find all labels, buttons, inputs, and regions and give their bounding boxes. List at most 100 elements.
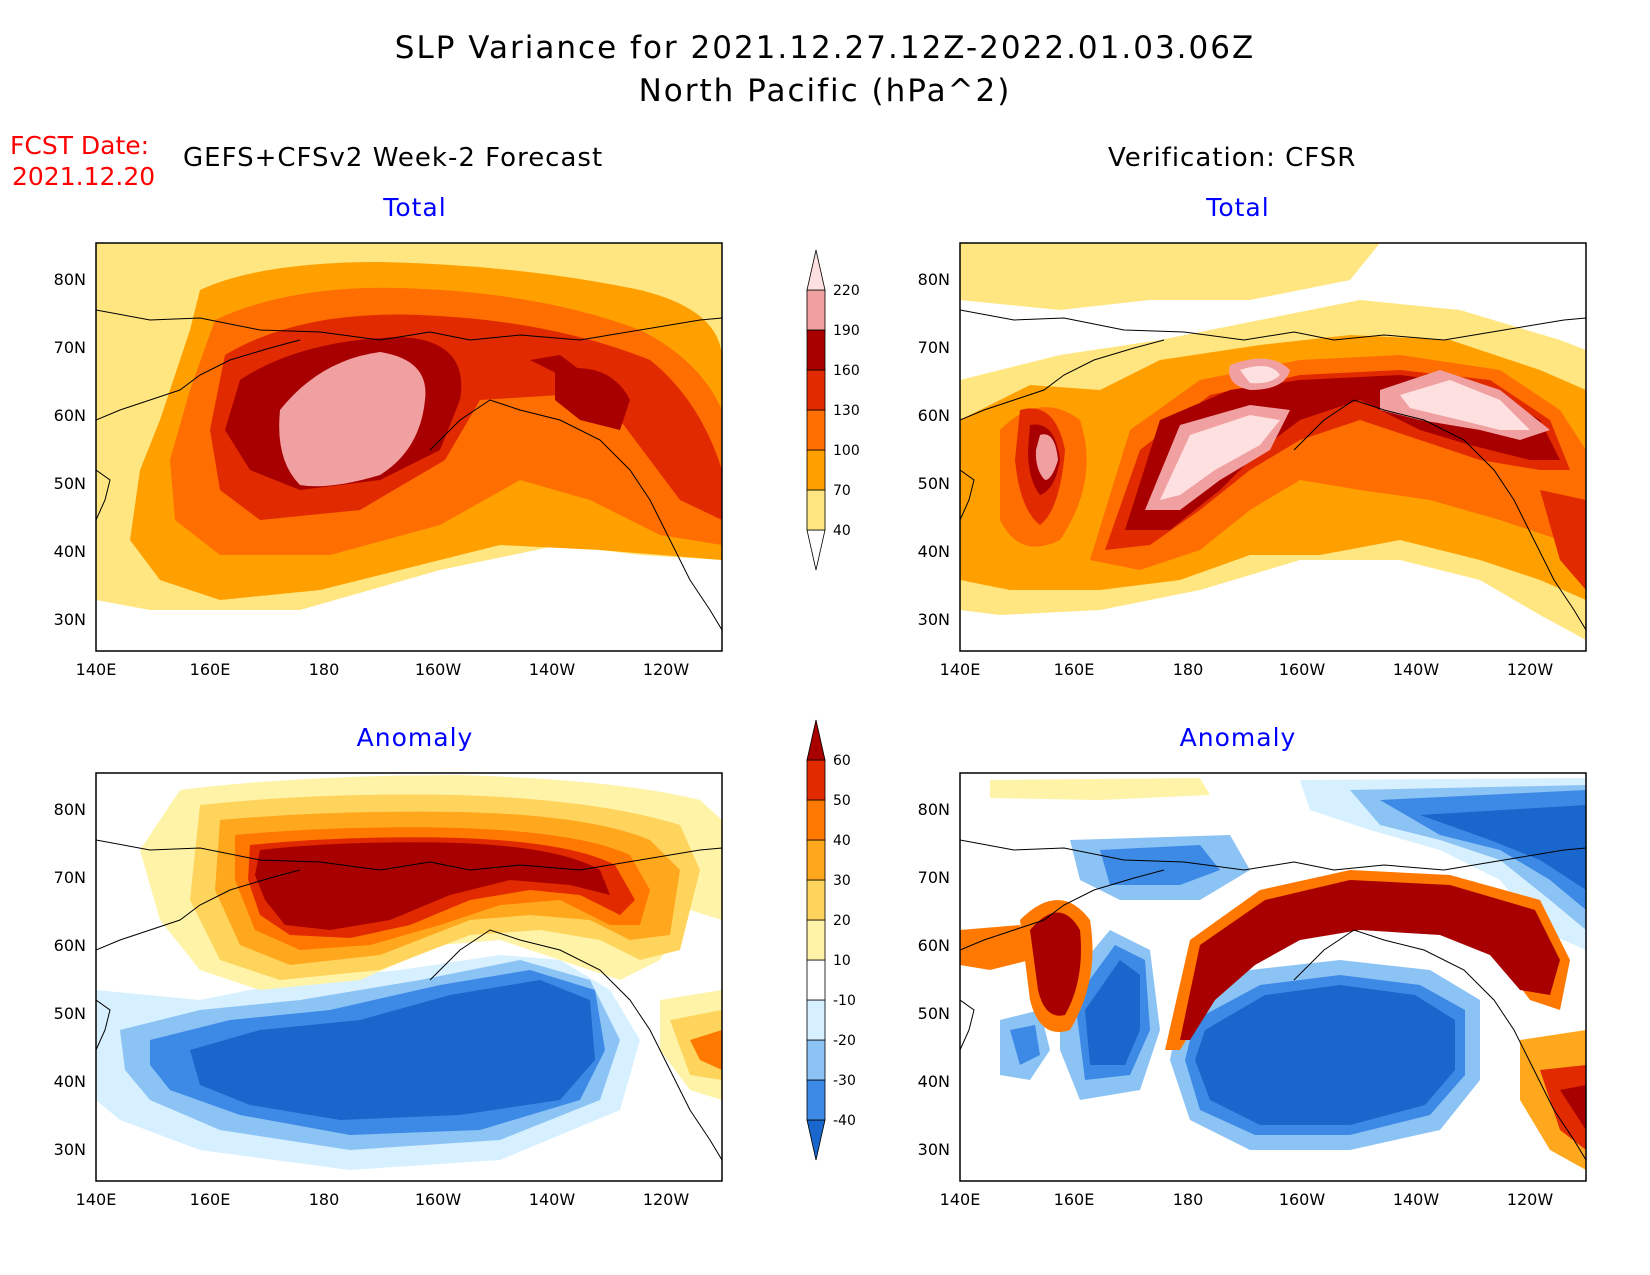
forecast-anomaly-map	[95, 772, 723, 1182]
fcst-date-value: 2021.12.20	[12, 162, 156, 191]
anomaly-colorbar-label: 50	[833, 793, 851, 809]
total-colorbar-end-high	[806, 249, 826, 291]
verification-total-coastlines	[960, 309, 1586, 631]
total-colorbar-label: 220	[833, 283, 860, 299]
anomaly-colorbar: -40 -30 -20 -10 10 20 30 40 50 60	[806, 719, 856, 1161]
anomaly-colorbar-swatch	[806, 1079, 826, 1121]
lat-tick-label: 70N	[918, 868, 950, 887]
lat-tick-label: 40N	[54, 1072, 86, 1091]
anomaly-colorbar-label: 10	[833, 953, 851, 969]
anomaly-colorbar-label: -10	[833, 993, 856, 1009]
total-colorbar-label: 70	[833, 483, 851, 499]
forecast-total-title: Total	[383, 193, 447, 222]
lat-tick-label: 40N	[918, 1072, 950, 1091]
lon-tick-label: 180	[309, 660, 340, 679]
lat-tick-label: 50N	[54, 474, 86, 493]
lon-tick-label: 160W	[1279, 1190, 1326, 1209]
main-subtitle: North Pacific (hPa^2)	[638, 73, 1012, 109]
total-colorbar-label: 130	[833, 403, 860, 419]
lat-tick-label: 80N	[54, 800, 86, 819]
main-title: SLP Variance for 2021.12.27.12Z-2022.01.…	[394, 30, 1256, 66]
lon-tick-label: 160W	[415, 660, 462, 679]
total-colorbar-label: 190	[833, 323, 860, 339]
lat-tick-label: 60N	[54, 936, 86, 955]
lon-tick-label: 160E	[190, 1190, 231, 1209]
lat-tick-label: 60N	[918, 936, 950, 955]
total-colorbar-swatch	[806, 489, 826, 531]
fcst-date-label: FCST Date:	[10, 131, 150, 160]
anomaly-colorbar-end-low	[806, 1119, 826, 1161]
lat-tick-label: 30N	[918, 610, 950, 629]
verification-anomaly-shading	[960, 773, 1586, 1181]
lat-tick-label: 50N	[918, 474, 950, 493]
lon-tick-label: 140E	[76, 1190, 117, 1209]
lat-tick-label: 50N	[918, 1004, 950, 1023]
lon-tick-label: 140W	[1393, 660, 1440, 679]
anomaly-colorbar-label: -30	[833, 1073, 856, 1089]
lon-tick-label: 180	[309, 1190, 340, 1209]
total-colorbar-swatch	[806, 369, 826, 411]
lat-tick-label: 70N	[54, 868, 86, 887]
anomaly-colorbar-swatch	[806, 839, 826, 881]
forecast-anomaly-title: Anomaly	[356, 723, 474, 752]
total-colorbar-label: 100	[833, 443, 860, 459]
lon-tick-label: 120W	[643, 1190, 690, 1209]
lon-tick-label: 160W	[415, 1190, 462, 1209]
anomaly-colorbar-swatch	[806, 879, 826, 921]
lon-tick-label: 140W	[1393, 1190, 1440, 1209]
anomaly-colorbar-swatch	[806, 919, 826, 961]
total-colorbar-swatch	[806, 289, 826, 331]
anomaly-colorbar-end-high	[806, 719, 826, 761]
anomaly-colorbar-label: 40	[833, 833, 851, 849]
anomaly-colorbar-swatch	[806, 999, 826, 1041]
lon-tick-label: 140W	[529, 660, 576, 679]
lat-tick-label: 60N	[54, 406, 86, 425]
verification-anomaly-map	[959, 772, 1587, 1182]
forecast-total-shading	[96, 243, 722, 651]
lat-tick-label: 30N	[54, 610, 86, 629]
forecast-column-title: GEFS+CFSv2 Week-2 Forecast	[183, 143, 604, 173]
lat-tick-label: 60N	[918, 406, 950, 425]
lon-tick-label: 160E	[190, 660, 231, 679]
anomaly-colorbar-label: 30	[833, 873, 851, 889]
total-colorbar-swatch	[806, 409, 826, 451]
lon-tick-label: 160E	[1054, 1190, 1095, 1209]
axes-top: 80N 70N 60N 50N 40N 30N 80N 70N 60N 50N …	[54, 270, 1554, 679]
verification-total-title: Total	[1206, 193, 1270, 222]
verification-anomaly-coastlines	[960, 839, 1586, 1161]
verification-anomaly-title: Anomaly	[1179, 723, 1297, 752]
lon-tick-label: 160W	[1279, 660, 1326, 679]
lon-tick-label: 140E	[940, 660, 981, 679]
anomaly-colorbar-swatch	[806, 959, 826, 1001]
total-colorbar-end-low	[806, 529, 826, 571]
lat-tick-label: 30N	[918, 1140, 950, 1159]
anomaly-colorbar-label: -40	[833, 1113, 856, 1129]
lon-tick-label: 140E	[76, 660, 117, 679]
total-colorbar-label: 160	[833, 363, 860, 379]
verification-total-shading	[960, 243, 1586, 651]
lon-tick-label: 140W	[529, 1190, 576, 1209]
lat-tick-label: 70N	[918, 338, 950, 357]
forecast-total-coastlines	[96, 309, 722, 631]
forecast-anomaly-coastlines	[96, 839, 722, 1161]
lon-tick-label: 120W	[1507, 660, 1554, 679]
lat-tick-label: 50N	[54, 1004, 86, 1023]
lon-tick-label: 160E	[1054, 660, 1095, 679]
forecast-anomaly-shading	[96, 773, 722, 1181]
lat-tick-label: 80N	[918, 270, 950, 289]
lon-tick-label: 180	[1173, 660, 1204, 679]
anomaly-colorbar-label: 60	[833, 753, 851, 769]
total-colorbar-label: 40	[833, 523, 851, 539]
axes-bottom: 80N 70N 60N 50N 40N 30N 80N 70N 60N 50N …	[54, 800, 1554, 1209]
lat-tick-label: 80N	[54, 270, 86, 289]
anomaly-colorbar-label: -20	[833, 1033, 856, 1049]
total-colorbar: 40 70 100 130 160 190 220	[806, 249, 860, 571]
lat-tick-label: 40N	[918, 542, 950, 561]
total-colorbar-swatch	[806, 329, 826, 371]
anomaly-colorbar-swatch	[806, 1039, 826, 1081]
verification-column-title: Verification: CFSR	[1108, 143, 1357, 173]
anomaly-colorbar-swatch	[806, 799, 826, 841]
total-colorbar-swatch	[806, 449, 826, 491]
anomaly-colorbar-label: 20	[833, 913, 851, 929]
